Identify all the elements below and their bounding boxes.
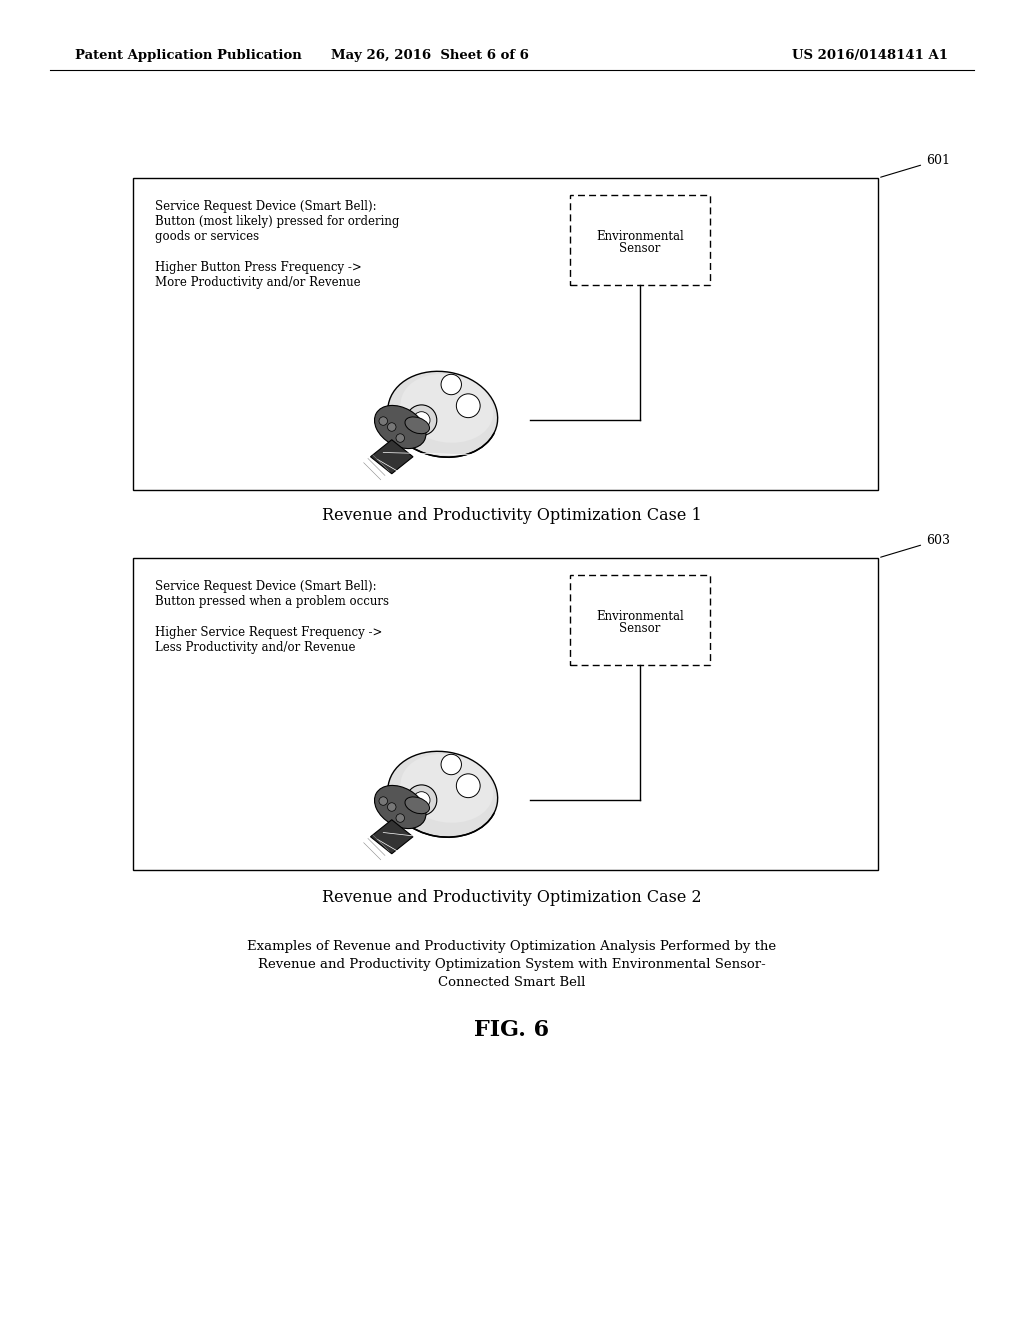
- Circle shape: [413, 792, 430, 809]
- Circle shape: [457, 774, 480, 797]
- Ellipse shape: [388, 371, 498, 457]
- Text: Revenue and Productivity Optimization Case 1: Revenue and Productivity Optimization Ca…: [323, 507, 701, 524]
- Ellipse shape: [404, 797, 429, 813]
- Bar: [570, 195, 710, 285]
- Text: Patent Application Publication: Patent Application Publication: [75, 49, 302, 62]
- Text: More Productivity and/or Revenue: More Productivity and/or Revenue: [155, 276, 360, 289]
- Circle shape: [413, 412, 430, 429]
- Text: Connected Smart Bell: Connected Smart Bell: [438, 975, 586, 989]
- Text: US 2016/0148141 A1: US 2016/0148141 A1: [792, 49, 948, 62]
- Circle shape: [396, 434, 404, 442]
- Ellipse shape: [400, 374, 494, 442]
- Text: Button pressed when a problem occurs: Button pressed when a problem occurs: [155, 595, 389, 609]
- Ellipse shape: [388, 751, 498, 837]
- Text: Service Request Device (Smart Bell):: Service Request Device (Smart Bell):: [155, 579, 377, 593]
- Text: Environmental: Environmental: [596, 230, 684, 243]
- Text: 603: 603: [881, 533, 950, 557]
- Text: Service Request Device (Smart Bell):: Service Request Device (Smart Bell):: [155, 201, 377, 213]
- Circle shape: [396, 814, 404, 822]
- Circle shape: [407, 405, 437, 436]
- Text: goods or services: goods or services: [155, 230, 259, 243]
- Text: Higher Service Request Frequency ->: Higher Service Request Frequency ->: [155, 626, 382, 639]
- Circle shape: [407, 785, 437, 816]
- Text: Button (most likely) pressed for ordering: Button (most likely) pressed for orderin…: [155, 215, 399, 228]
- Circle shape: [379, 417, 387, 425]
- Circle shape: [387, 803, 396, 812]
- Polygon shape: [371, 820, 413, 854]
- Text: Less Productivity and/or Revenue: Less Productivity and/or Revenue: [155, 642, 355, 653]
- Ellipse shape: [400, 754, 494, 822]
- Bar: [133, 558, 878, 870]
- Text: May 26, 2016  Sheet 6 of 6: May 26, 2016 Sheet 6 of 6: [331, 49, 529, 62]
- Text: Revenue and Productivity Optimization System with Environmental Sensor-: Revenue and Productivity Optimization Sy…: [258, 958, 766, 972]
- Bar: [570, 576, 710, 665]
- Text: Higher Button Press Frequency ->: Higher Button Press Frequency ->: [155, 261, 361, 275]
- Text: Revenue and Productivity Optimization Case 2: Revenue and Productivity Optimization Ca…: [323, 890, 701, 907]
- Text: FIG. 6: FIG. 6: [474, 1019, 550, 1041]
- Text: 601: 601: [881, 153, 950, 177]
- Circle shape: [441, 375, 462, 395]
- Text: Examples of Revenue and Productivity Optimization Analysis Performed by the: Examples of Revenue and Productivity Opt…: [248, 940, 776, 953]
- Circle shape: [441, 754, 462, 775]
- Text: Sensor: Sensor: [620, 623, 660, 635]
- Bar: [133, 178, 878, 490]
- Ellipse shape: [375, 785, 426, 829]
- Circle shape: [379, 797, 387, 805]
- Circle shape: [457, 393, 480, 417]
- Ellipse shape: [404, 417, 429, 434]
- Ellipse shape: [375, 405, 426, 449]
- Text: Environmental: Environmental: [596, 610, 684, 623]
- Text: Sensor: Sensor: [620, 243, 660, 256]
- Circle shape: [387, 422, 396, 432]
- Polygon shape: [371, 440, 413, 474]
